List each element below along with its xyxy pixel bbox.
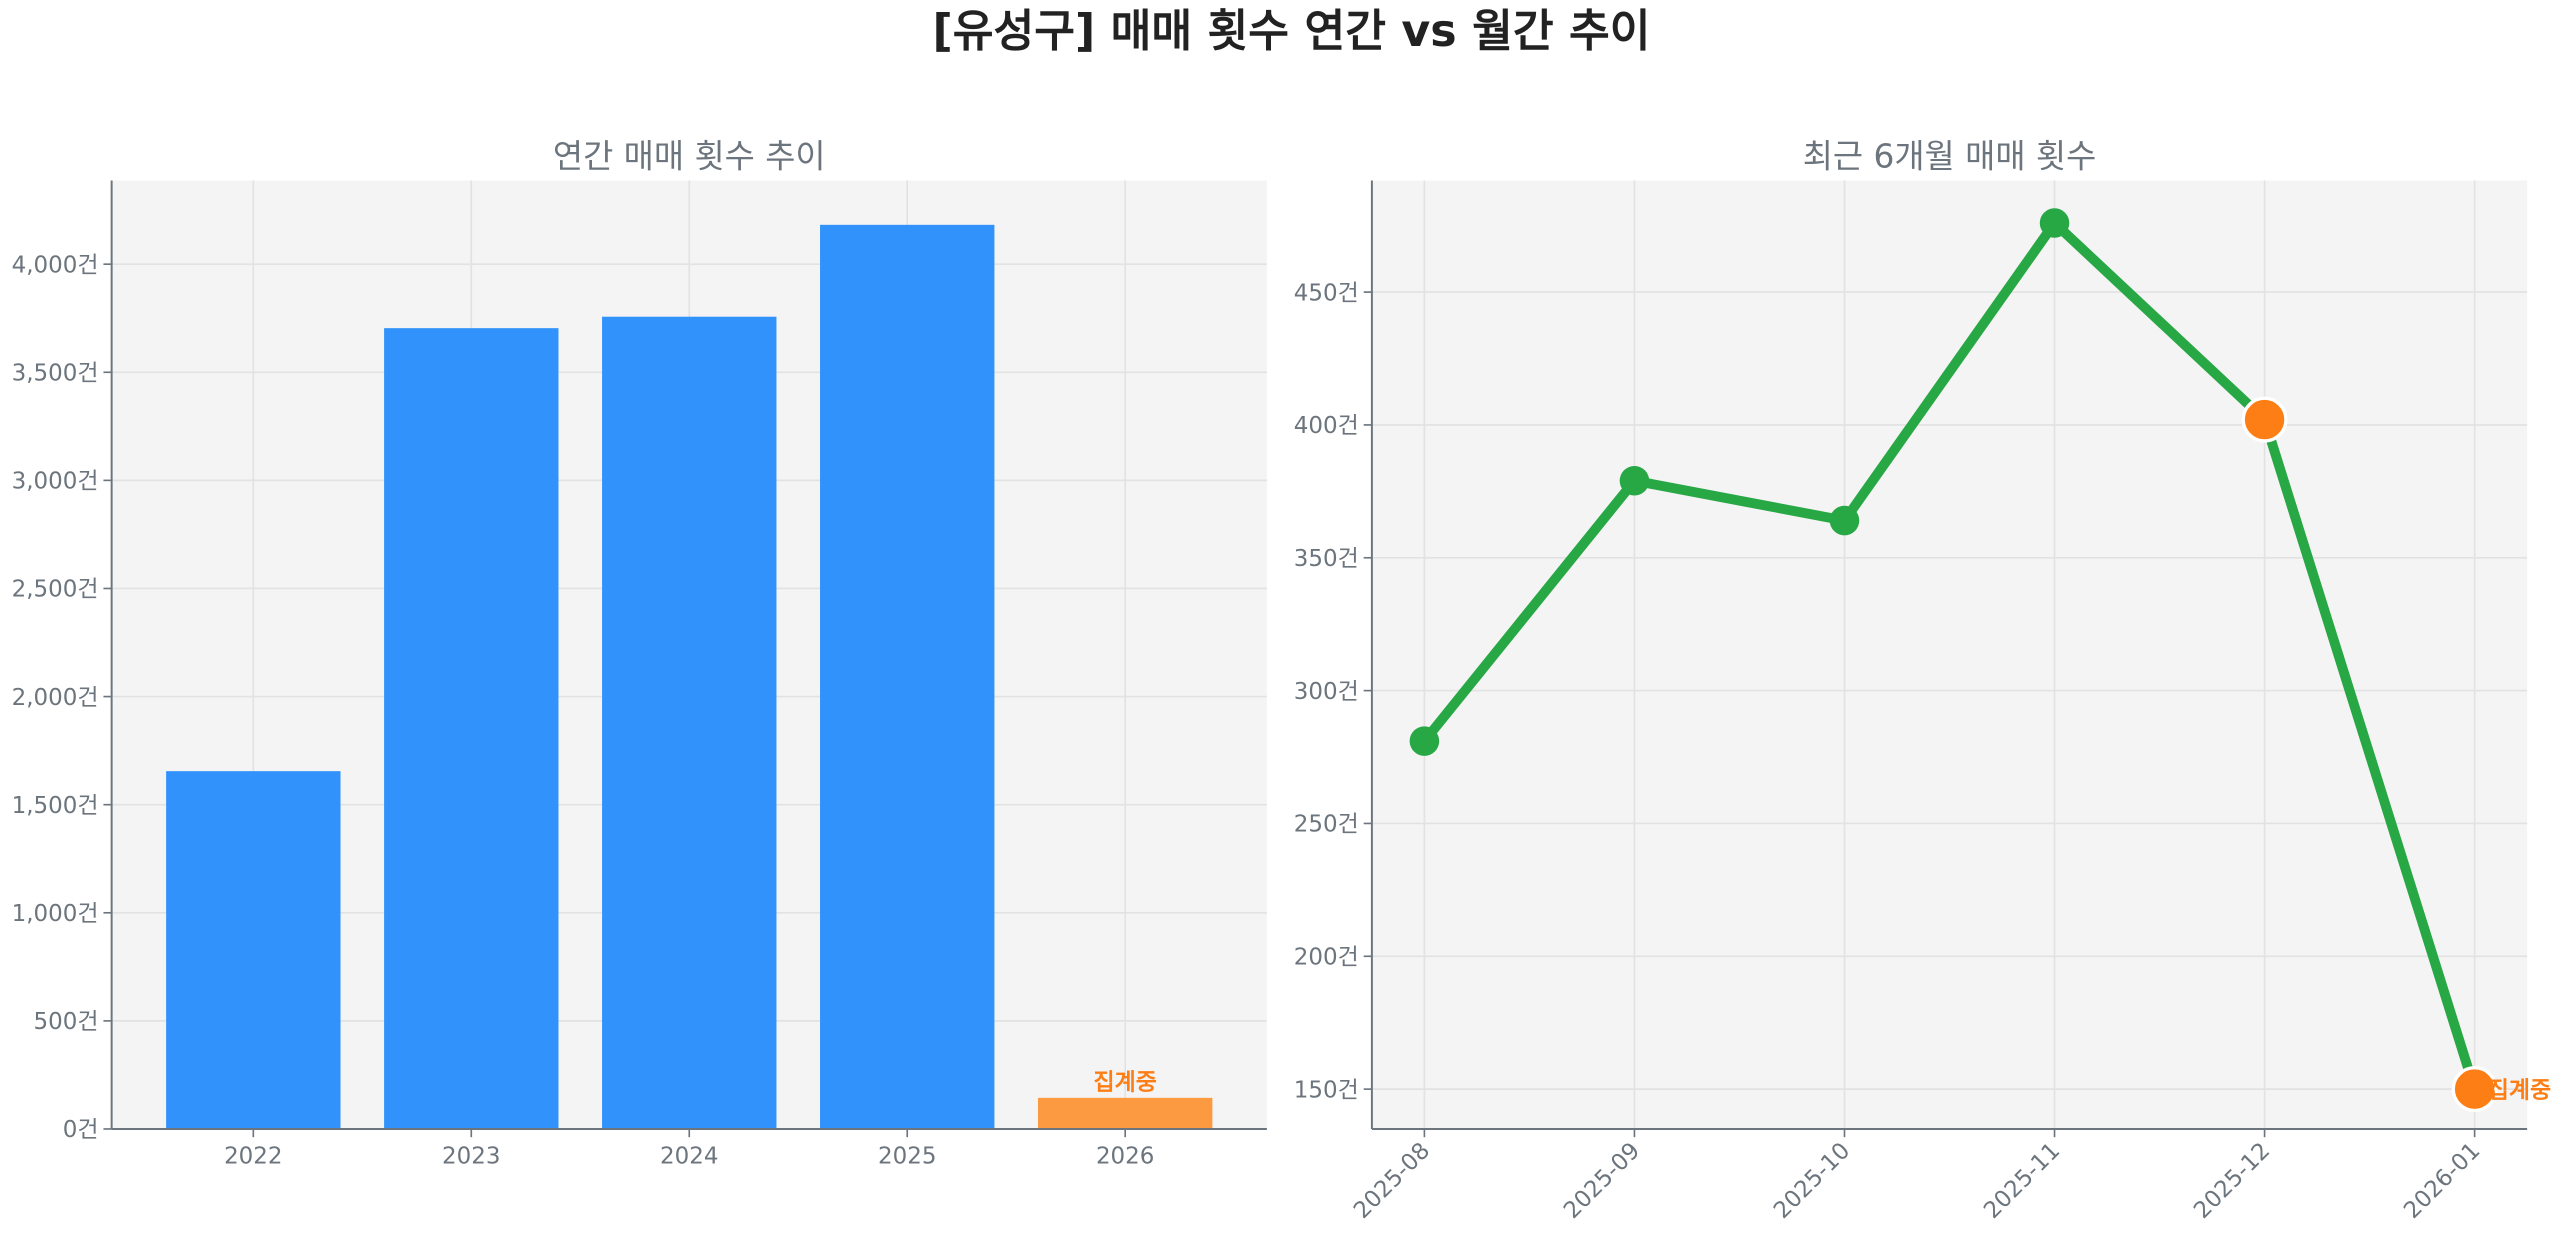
y-tick-label: 450건 xyxy=(1294,280,1359,306)
data-point-partial xyxy=(2451,1066,2498,1113)
y-tick-label: 500건 xyxy=(34,1009,99,1035)
bar-2022 xyxy=(166,771,341,1129)
y-tick-label: 3,000건 xyxy=(12,469,99,495)
y-tick-label: 3,500건 xyxy=(12,360,99,386)
annual-bar-chart: 연간 매매 횟수 추이 0건 500건 1,000건 1,500건 2,000건 2,500… xyxy=(12,137,1267,1169)
partial-annotation: 집계중 xyxy=(1093,1070,1156,1096)
y-tick-label: 250건 xyxy=(1294,812,1359,838)
figure-title: [유성구] 매매 횟수 연간 vs 월간 추이 xyxy=(932,6,1650,57)
x-tick-label: 2026 xyxy=(1096,1143,1154,1169)
y-tick-label: 4,000건 xyxy=(12,252,99,278)
x-tick-label: 2025-10 xyxy=(1769,1138,1855,1224)
x-tick-label: 2025 xyxy=(878,1143,936,1169)
x-tick-label: 2025-09 xyxy=(1559,1138,1645,1224)
data-point-partial xyxy=(2241,396,2288,443)
y-tick-label: 2,000건 xyxy=(12,685,99,711)
y-tick-label: 2,500건 xyxy=(12,577,99,603)
data-point xyxy=(1619,465,1650,496)
y-tick-label: 0건 xyxy=(63,1117,99,1143)
bar-2025 xyxy=(820,224,995,1129)
y-tick-label: 400건 xyxy=(1294,413,1359,439)
bar-2026 xyxy=(1038,1097,1213,1129)
bar-2024 xyxy=(602,316,777,1129)
chart-title: 연간 매매 횟수 추이 xyxy=(553,137,826,175)
x-tick-label: 2024 xyxy=(660,1143,718,1169)
x-tick-label: 2025-12 xyxy=(2189,1138,2275,1224)
x-tick-label: 2026-01 xyxy=(2399,1138,2485,1224)
y-tick-label: 350건 xyxy=(1294,546,1359,572)
y-tick-label: 150건 xyxy=(1294,1077,1359,1103)
data-point xyxy=(2039,208,2070,238)
y-tick-label: 1,500건 xyxy=(12,793,99,819)
y-tick-label: 300건 xyxy=(1294,679,1359,705)
series-line xyxy=(1420,218,2480,1091)
plot-area xyxy=(1371,180,2528,1129)
x-tick-label: 2025-11 xyxy=(1979,1138,2065,1224)
partial-annotation: 집계중 xyxy=(2488,1077,2551,1103)
y-tick-label: 1,000건 xyxy=(12,901,99,927)
x-tick-label: 2022 xyxy=(224,1143,282,1169)
x-tick-label: 2025-08 xyxy=(1349,1138,1435,1224)
data-point xyxy=(1829,505,1860,536)
x-tick-label: 2023 xyxy=(442,1143,500,1169)
chart-title: 최근 6개월 매매 횟수 xyxy=(1803,137,2097,175)
bar-2023 xyxy=(384,328,559,1129)
y-tick-label: 200건 xyxy=(1294,944,1359,970)
monthly-line-chart: 최근 6개월 매매 횟수 150건 200건 250건 300건 350건 400건 450건… xyxy=(1294,137,2551,1224)
data-point xyxy=(1409,726,1440,756)
